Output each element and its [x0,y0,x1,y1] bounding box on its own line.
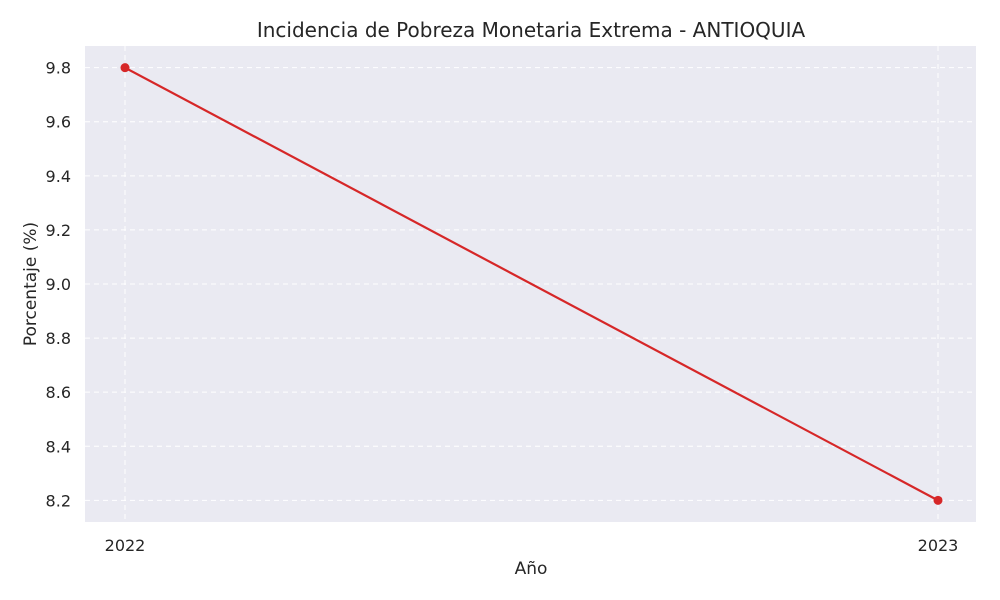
chart-title: Incidencia de Pobreza Monetaria Extrema … [257,18,806,42]
y-tick-label: 9.0 [46,275,71,294]
y-tick-label: 8.2 [46,491,71,510]
grid-lines [85,46,976,522]
x-tick-labels: 2022 2023 [105,536,959,555]
x-tick-label: 2022 [105,536,146,555]
y-tick-label: 8.6 [46,383,71,402]
series-layer [120,63,943,505]
y-tick-label: 9.6 [46,113,71,132]
y-axis-label: Porcentaje (%) [21,222,41,346]
data-point [120,63,130,73]
series-line [124,66,939,502]
y-tick-labels: 8.2 8.4 8.6 8.8 9.0 9.2 9.4 9.6 9.8 [46,59,71,511]
y-tick-label: 8.8 [46,329,71,348]
y-tick-label: 8.4 [46,437,71,456]
y-tick-label: 9.8 [46,59,71,78]
y-tick-label: 9.4 [46,167,71,186]
x-tick-label: 2023 [918,536,959,555]
x-axis-label: Año [515,559,548,579]
y-tick-label: 9.2 [46,221,71,240]
data-point [933,495,943,505]
